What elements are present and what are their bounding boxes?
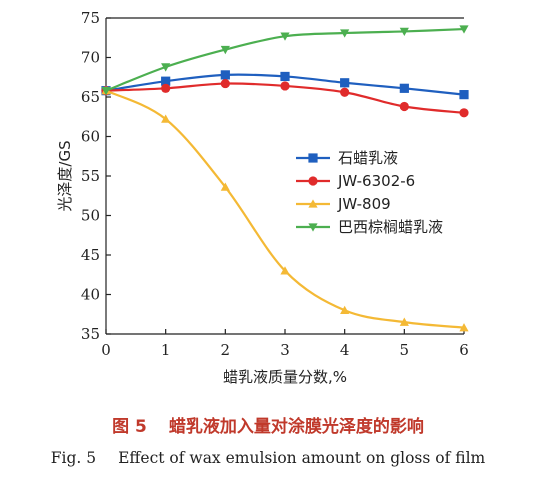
legend-marker — [308, 199, 318, 208]
series-layer — [101, 25, 469, 332]
data-point — [220, 78, 230, 89]
y-tick-label: 55 — [81, 167, 100, 185]
x-tick-label: 2 — [221, 341, 231, 359]
data-point — [280, 81, 290, 91]
figure-caption-english: Fig. 5 Effect of wax emulsion amount on g… — [0, 449, 536, 467]
data-point — [161, 63, 171, 72]
data-point — [399, 27, 409, 37]
data-point — [280, 32, 290, 41]
data-point — [459, 108, 469, 118]
series-4 — [101, 25, 469, 96]
legend-label: JW-809 — [337, 195, 391, 213]
x-tick-label: 1 — [161, 341, 171, 359]
y-tick-label: 45 — [81, 246, 100, 264]
legend-label: 巴西棕榈蜡乳液 — [338, 218, 443, 236]
data-point — [459, 25, 469, 34]
legend-marker — [308, 176, 318, 186]
y-axis: 35 40 45 50 55 60 65 70 75 — [81, 9, 111, 343]
caption-cn-text: 蜡乳液加入量对涂膜光泽度的影响 — [168, 417, 424, 437]
y-tick-label: 70 — [81, 49, 100, 67]
x-tick-label: 5 — [400, 341, 410, 359]
data-point — [161, 83, 171, 93]
caption-en-text: Effect of wax emulsion amount on gloss o… — [118, 449, 486, 467]
y-tick-label: 40 — [81, 286, 100, 304]
caption-en-number: Fig. 5 — [50, 449, 97, 467]
data-point — [459, 90, 469, 100]
y-tick-label: 50 — [81, 207, 100, 225]
data-point — [399, 83, 409, 93]
series-3 — [101, 86, 469, 332]
legend-label: JW-6302-6 — [337, 172, 415, 190]
data-point — [399, 101, 409, 112]
figure-caption-chinese: 图 5 蜡乳液加入量对涂膜光泽度的影响 — [0, 412, 536, 437]
data-point — [161, 76, 171, 86]
y-axis-title: 光泽度/GS — [56, 140, 74, 211]
data-point — [161, 114, 171, 123]
data-point — [340, 29, 350, 38]
legend: 石蜡乳液 JW-6302-6 JW-809 巴西棕榈蜡乳液 — [296, 149, 443, 236]
y-tick-label: 75 — [81, 9, 100, 27]
series-line — [105, 89, 465, 329]
legend-label: 石蜡乳液 — [338, 149, 398, 167]
legend-marker — [308, 223, 318, 232]
caption-cn-number: 图 5 — [112, 417, 147, 437]
legend-marker — [308, 153, 318, 163]
data-point — [340, 78, 350, 88]
data-point — [340, 305, 350, 314]
x-tick-label: 4 — [340, 341, 350, 359]
data-point — [220, 182, 230, 191]
data-point — [399, 317, 409, 326]
x-tick-label: 0 — [101, 341, 111, 359]
y-tick-label: 35 — [81, 325, 100, 343]
x-axis: 0 1 2 3 4 5 6 — [101, 329, 469, 359]
data-point — [220, 70, 230, 80]
x-axis-title: 蜡乳液质量分数,% — [223, 368, 347, 386]
data-point — [459, 323, 469, 332]
data-point — [280, 266, 290, 275]
data-point — [280, 71, 290, 82]
x-tick-label: 6 — [459, 341, 469, 359]
y-tick-label: 60 — [81, 128, 100, 146]
y-tick-label: 65 — [81, 88, 100, 106]
x-tick-label: 3 — [280, 341, 290, 359]
data-point — [340, 87, 350, 97]
data-point — [101, 87, 111, 96]
data-point — [220, 45, 230, 55]
